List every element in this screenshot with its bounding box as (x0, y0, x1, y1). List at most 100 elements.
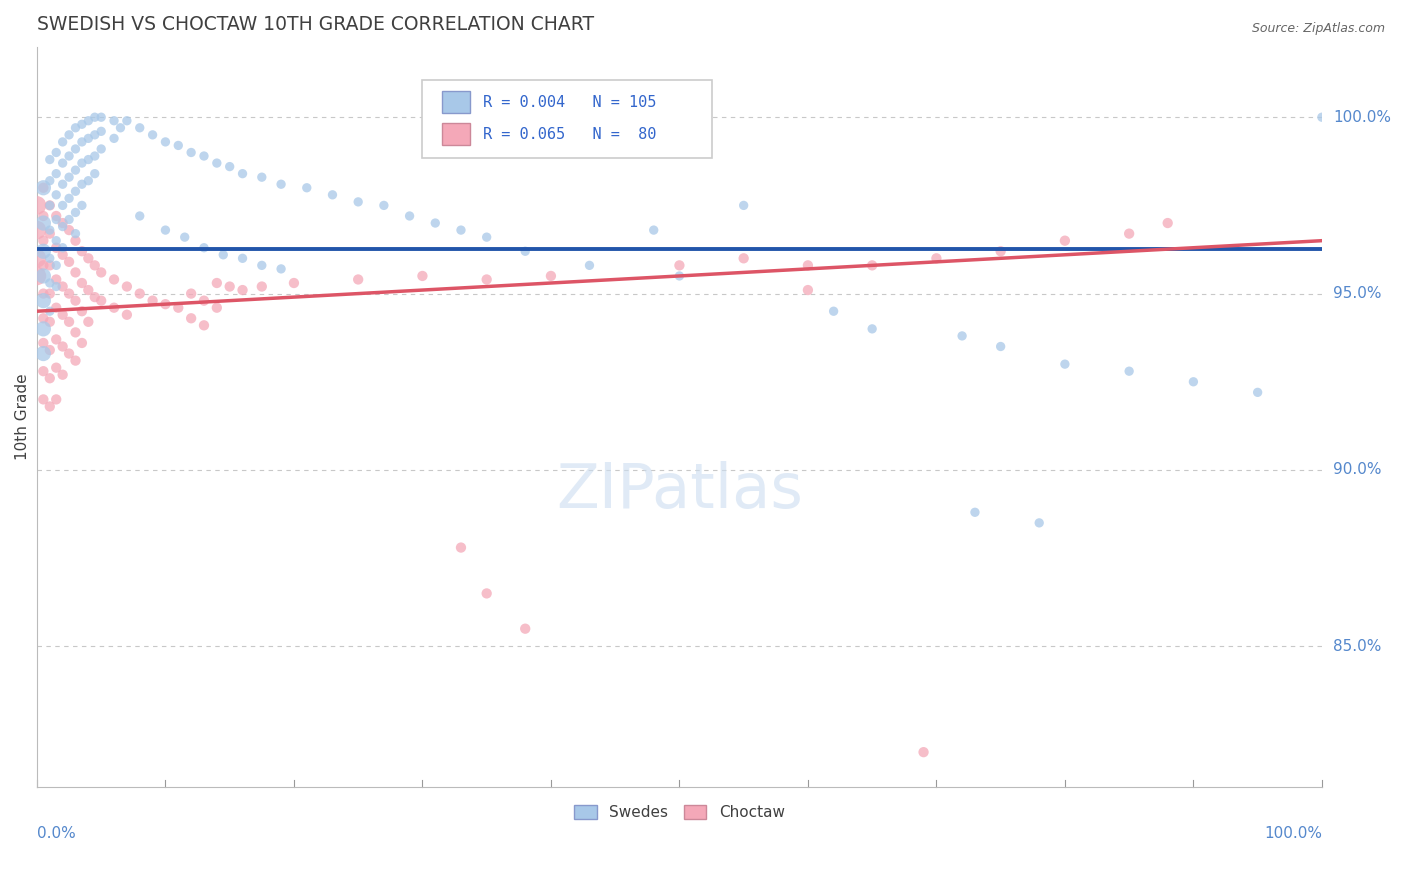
Point (65, 265, 87, 279)
Point (212, 248, 235, 262)
Point (115, 279, 138, 293)
Point (193, 241, 215, 255)
Point (128, 286, 150, 301)
Point (45, 392, 67, 407)
Point (32, 364, 55, 378)
Point (65, 184, 87, 198)
Point (52, 216, 75, 230)
Point (52, 308, 75, 322)
Point (58, 255, 80, 269)
Legend: Swedes, Choctaw: Swedes, Choctaw (567, 797, 793, 828)
Point (32, 268, 55, 283)
Point (65, 293, 87, 308)
Point (668, 258, 690, 272)
Point (797, 258, 820, 272)
Point (77, 153, 100, 167)
Point (193, 293, 215, 308)
Point (32, 180, 55, 194)
Point (38, 304, 60, 318)
Point (912, 745, 935, 759)
Point (25, 198, 48, 212)
Point (32, 346, 55, 360)
Point (540, 268, 562, 283)
Point (180, 311, 202, 326)
Point (83, 258, 105, 272)
Point (45, 209, 67, 223)
Point (38, 343, 60, 357)
Text: 100.0%: 100.0% (1264, 826, 1322, 841)
Point (45, 360, 67, 375)
Point (45, 212, 67, 227)
Point (45, 279, 67, 293)
Point (475, 272, 498, 286)
Point (58, 315, 80, 329)
Point (45, 167, 67, 181)
Point (450, 223, 472, 237)
Point (110, 120, 132, 135)
Point (103, 131, 125, 145)
Point (38, 223, 60, 237)
Point (155, 297, 177, 311)
Point (1053, 357, 1076, 371)
Point (65, 205, 87, 219)
Point (77, 283, 100, 297)
Text: 85.0%: 85.0% (1333, 639, 1381, 654)
Point (83, 167, 105, 181)
Point (167, 301, 190, 315)
Point (70, 198, 93, 212)
Point (1246, 385, 1268, 400)
Point (45, 258, 67, 272)
Point (32, 216, 55, 230)
Point (103, 113, 125, 128)
Point (45, 301, 67, 315)
FancyBboxPatch shape (441, 91, 470, 113)
Point (83, 290, 105, 304)
Point (205, 156, 228, 170)
Point (38, 286, 60, 301)
FancyBboxPatch shape (441, 123, 470, 145)
Point (515, 244, 537, 259)
Point (232, 252, 254, 266)
Point (58, 212, 80, 227)
Point (218, 160, 240, 174)
Point (32, 311, 55, 326)
Point (1053, 234, 1076, 248)
Point (90, 293, 112, 308)
Point (90, 110, 112, 124)
Point (797, 283, 820, 297)
Point (155, 223, 177, 237)
Point (167, 138, 190, 153)
Point (155, 135, 177, 149)
Point (1182, 375, 1205, 389)
Point (65, 326, 87, 340)
Point (733, 198, 755, 212)
Point (65, 227, 87, 241)
Point (70, 135, 93, 149)
Point (52, 219, 75, 234)
Point (232, 167, 254, 181)
Point (347, 272, 370, 286)
Point (128, 120, 150, 135)
Point (70, 178, 93, 192)
Point (425, 216, 447, 230)
Point (83, 128, 105, 142)
Point (38, 276, 60, 290)
Point (103, 272, 125, 286)
Point (45, 241, 67, 255)
Point (83, 110, 105, 124)
Point (58, 149, 80, 163)
Point (58, 286, 80, 301)
Point (1118, 227, 1140, 241)
Point (295, 180, 318, 194)
Point (45, 145, 67, 160)
Point (38, 371, 60, 385)
Point (52, 248, 75, 262)
Point (52, 156, 75, 170)
Point (398, 209, 420, 223)
Text: 100.0%: 100.0% (1333, 110, 1391, 125)
Point (32, 322, 55, 336)
Point (733, 252, 755, 266)
Point (578, 258, 600, 272)
Point (205, 276, 228, 290)
Point (70, 156, 93, 170)
